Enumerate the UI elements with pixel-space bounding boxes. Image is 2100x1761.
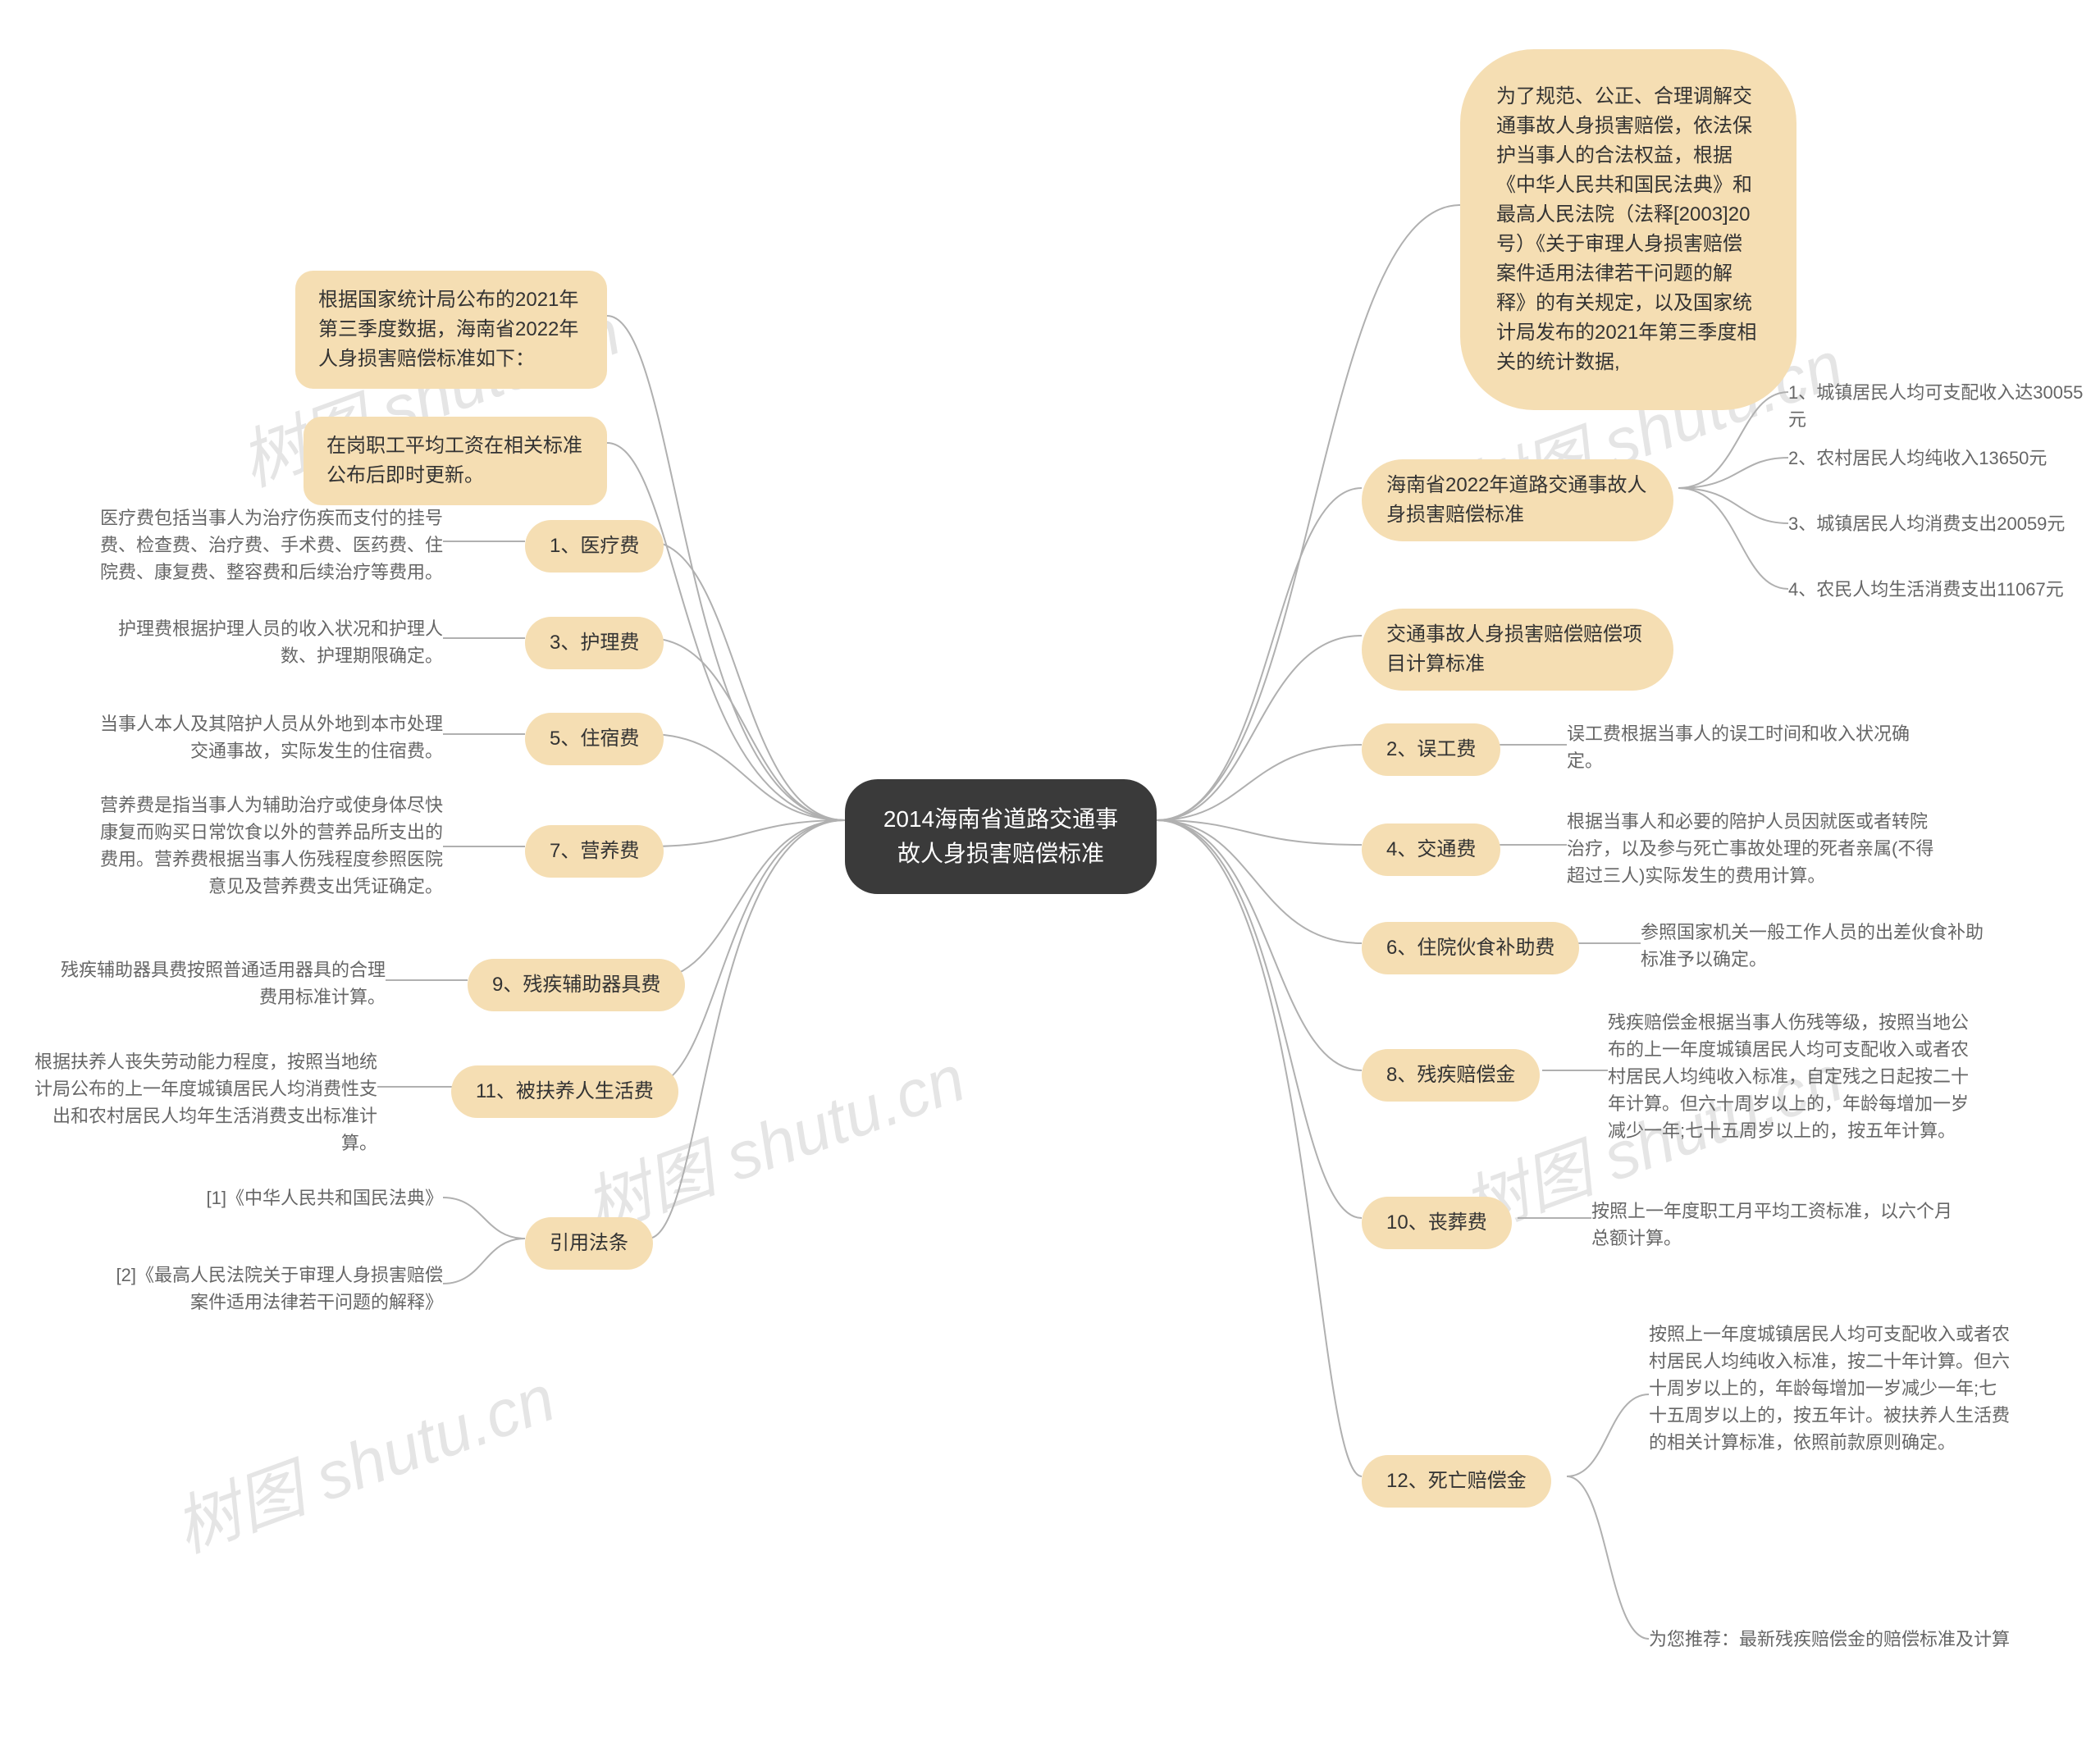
leaf: 医疗费包括当事人为治疗伤疾而支付的挂号费、检查费、治疗费、手术费、医药费、住院费… <box>98 504 443 586</box>
right-node-4: 4、交通费 <box>1362 823 1500 876</box>
left-node-stats: 根据国家统计局公布的2021年第三季度数据，海南省2022年人身损害赔偿标准如下… <box>295 271 607 389</box>
left-node-1: 1、医疗费 <box>525 520 664 573</box>
right-node-12: 12、死亡赔偿金 <box>1362 1455 1551 1508</box>
watermark: 树图 shutu.cn <box>160 1346 566 1572</box>
leaf: 按照上一年度城镇居民人均可支配收入或者农村居民人均纯收入标准，按二十年计算。但六… <box>1649 1321 2010 1456</box>
right-node-6: 6、住院伙食补助费 <box>1362 922 1579 974</box>
right-node-intro: 为了规范、公正、合理调解交通事故人身损害赔偿，依法保护当事人的合法权益，根据《中… <box>1460 49 1796 410</box>
left-node-7: 7、营养费 <box>525 825 664 878</box>
leaf: [1]《中华人民共和国民法典》 <box>139 1184 443 1211</box>
leaf: 根据扶养人丧失劳动能力程度，按照当地统计局公布的上一年度城镇居民人均消费性支出和… <box>33 1048 377 1157</box>
leaf: 残疾赔偿金根据当事人伤残等级，按照当地公布的上一年度城镇居民人均可支配收入或者农… <box>1608 1009 1969 1144</box>
left-node-wage: 在岗职工平均工资在相关标准公布后即时更新。 <box>304 417 607 505</box>
leaf: 误工费根据当事人的误工时间和收入状况确定。 <box>1567 720 1944 774</box>
leaf: 营养费是指当事人为辅助治疗或使身体尽快康复而购买日常饮食以外的营养品所支出的费用… <box>98 792 443 900</box>
leaf: 按照上一年度职工月平均工资标准，以六个月总额计算。 <box>1591 1198 1952 1252</box>
left-node-5: 5、住宿费 <box>525 713 664 765</box>
leaf: 4、农民人均生活消费支出11067元 <box>1788 576 2064 603</box>
left-node-11: 11、被扶养人生活费 <box>451 1065 678 1118</box>
left-node-3: 3、护理费 <box>525 617 664 669</box>
leaf: 为您推荐：最新残疾赔偿金的赔偿标准及计算 <box>1649 1626 2010 1653</box>
leaf: 3、城镇居民人均消费支出20059元 <box>1788 510 2065 537</box>
right-node-standard: 海南省2022年道路交通事故人身损害赔偿标准 <box>1362 459 1673 541</box>
left-node-refs: 引用法条 <box>525 1217 653 1270</box>
leaf: 根据当事人和必要的陪护人员因就医或者转院治疗，以及参与死亡事故处理的死者亲属(不… <box>1567 808 1936 889</box>
right-node-calc: 交通事故人身损害赔偿赔偿项目计算标准 <box>1362 609 1673 691</box>
leaf: [2]《最高人民法院关于审理人身损害赔偿案件适用法律若干问题的解释》 <box>107 1261 443 1316</box>
leaf: 参照国家机关一般工作人员的出差伙食补助标准予以确定。 <box>1641 919 1985 973</box>
leaf: 残疾辅助器具费按照普通适用器具的合理费用标准计算。 <box>49 956 386 1011</box>
mindmap-canvas: 树图 shutu.cn 树图 shutu.cn 树图 shutu.cn 树图 s… <box>0 0 2100 1761</box>
leaf: 护理费根据护理人员的收入状况和护理人数、护理期限确定。 <box>98 615 443 669</box>
leaf: 1、城镇居民人均可支配收入达30055元 <box>1788 379 2100 433</box>
right-node-2: 2、误工费 <box>1362 723 1500 776</box>
right-node-10: 10、丧葬费 <box>1362 1197 1512 1249</box>
left-node-9: 9、残疾辅助器具费 <box>468 959 685 1011</box>
leaf: 当事人本人及其陪护人员从外地到本市处理交通事故，实际发生的住宿费。 <box>98 710 443 764</box>
leaf: 2、农村居民人均纯收入13650元 <box>1788 445 2047 472</box>
center-node: 2014海南省道路交通事故人身损害赔偿标准 <box>845 779 1157 894</box>
right-node-8: 8、残疾赔偿金 <box>1362 1049 1540 1102</box>
